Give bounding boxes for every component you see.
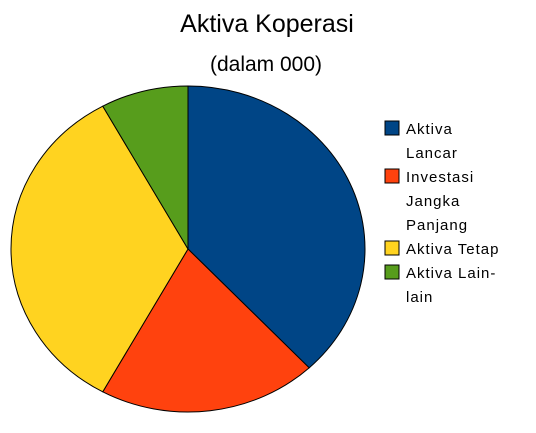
legend-item-investasi-jangka-panjang: Investasi Jangka Panjang: [384, 168, 474, 234]
legend-label: Investasi Jangka Panjang: [406, 169, 474, 234]
legend-item-aktiva-tetap: Aktiva Tetap: [384, 240, 499, 258]
legend-label-line: Jangka: [406, 193, 460, 210]
chart-title: Aktiva Koperasi: [180, 10, 354, 38]
legend-label-line: Aktiva: [406, 121, 453, 138]
pie-slice-aktiva-lancar: [187, 85, 366, 369]
legend-label-line: Investasi: [406, 169, 474, 186]
pie-slice-aktiva-lain-lain: [102, 85, 189, 250]
legend-item-aktiva-lain-lain: Aktiva Lain-lain: [384, 264, 496, 306]
legend-swatch: [384, 168, 400, 184]
legend-label: Aktiva Lain-lain: [406, 265, 496, 306]
legend-label-line: lain: [406, 289, 433, 306]
legend-swatch: [384, 264, 400, 280]
legend-label-line: Aktiva Tetap: [406, 241, 499, 258]
legend-item-aktiva-lancar: Aktiva Lancar: [384, 120, 458, 162]
pie-slice-aktiva-tetap: [10, 105, 189, 393]
legend-swatch: [384, 240, 400, 256]
pie-slice-investasi-jangka-panjang: [102, 248, 310, 413]
legend-label: Aktiva Tetap: [406, 241, 499, 258]
chart-legend: Aktiva Lancar Investasi Jangka Panjang Aktiva…: [384, 120, 499, 306]
pie-slices: [10, 85, 366, 413]
legend-label-line: Lancar: [406, 145, 458, 162]
legend-swatch: [384, 120, 400, 136]
chart-subtitle: (dalam 000): [210, 53, 322, 76]
legend-label-line: Aktiva Lain-: [406, 265, 496, 282]
legend-label: Aktiva Lancar: [406, 121, 458, 162]
legend-label-line: Panjang: [406, 217, 468, 234]
